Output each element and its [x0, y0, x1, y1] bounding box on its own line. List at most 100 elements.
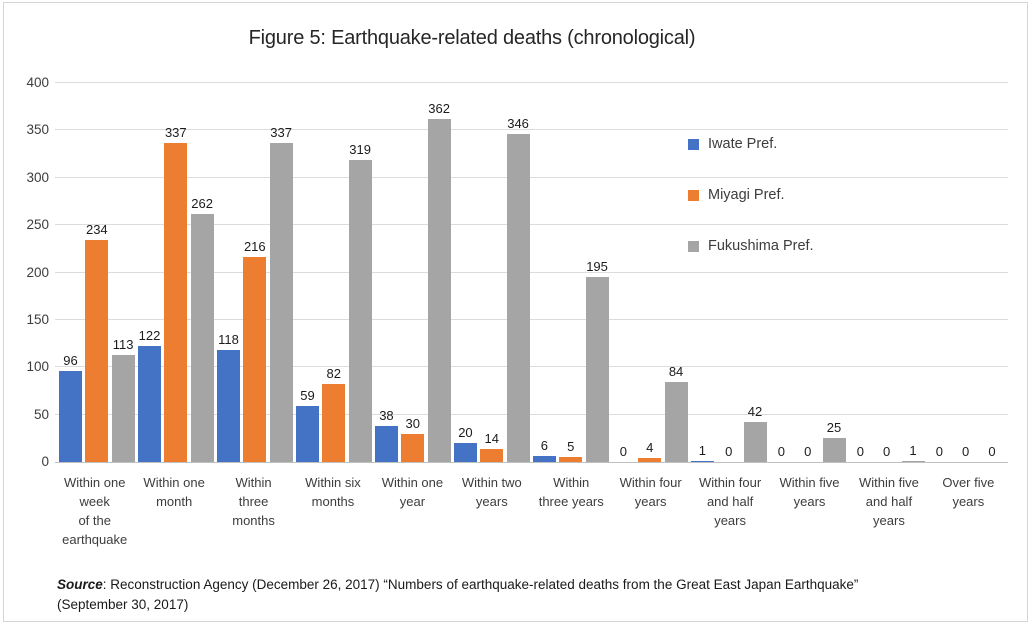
data-label: 1 [909, 443, 917, 459]
data-label: 42 [747, 404, 763, 420]
bar-group-1-fukushima: 113 [111, 83, 135, 462]
legend: Iwate Pref. Miyagi Pref. Fukushima Pref. [688, 136, 814, 254]
data-label: 20 [458, 425, 473, 441]
data-label: 14 [484, 430, 499, 446]
data-label: 362 [428, 101, 450, 116]
bar-group-1-miyagi: 234 [85, 83, 109, 462]
bar-group-3-fukushima: 337 [269, 83, 293, 462]
data-label: 319 [349, 141, 371, 157]
bar-group-3-iwate: 118 [216, 83, 240, 462]
y-tick-label-0: 0 [41, 454, 49, 469]
bar [822, 438, 846, 462]
legend-marker-icon [688, 189, 699, 201]
x-axis-label-12: Over five years [942, 475, 995, 509]
x-axis-label-8: Within four years [619, 475, 682, 509]
bar-group-4-fukushima: 319 [348, 83, 372, 462]
bar-group-8-fukushima: 84 [664, 83, 688, 462]
bar [243, 257, 267, 462]
x-axis-label-9: Within four and half years [699, 475, 762, 528]
bar [664, 382, 688, 462]
legend-marker-icon [688, 240, 699, 252]
gridline-300 [55, 176, 1008, 178]
bar-group-2-iwate: 122 [137, 83, 161, 462]
data-label: 0 [725, 444, 733, 459]
y-tick-label-300: 300 [26, 169, 49, 185]
data-label: 0 [619, 444, 627, 459]
gridline-350 [55, 129, 1008, 131]
bar [453, 443, 477, 462]
bar [295, 406, 319, 462]
bar [137, 346, 161, 462]
gridline-400 [55, 82, 1008, 83]
source-label: Source [57, 577, 103, 592]
data-label: 38 [379, 408, 394, 423]
x-axis-label-4: Within six months [305, 475, 361, 509]
data-label: 0 [962, 444, 970, 459]
bar [111, 354, 135, 462]
data-label: 0 [856, 444, 864, 459]
data-label: 0 [988, 444, 996, 459]
gridline-150 [55, 318, 1008, 320]
gridline-200 [55, 271, 1008, 273]
bar-group-12-iwate: 0 [928, 83, 951, 462]
y-tick-label-200: 200 [26, 264, 49, 280]
bar-group-6-iwate: 20 [453, 83, 477, 462]
bar [85, 240, 109, 462]
data-label: 82 [326, 366, 342, 382]
bar [532, 456, 556, 462]
bar-group-3-miyagi: 216 [243, 83, 267, 462]
bar-group-7-fukushima: 195 [585, 83, 609, 462]
bar [401, 433, 425, 462]
data-label: 262 [191, 195, 213, 211]
source-line-2: (September 30, 2017) [57, 597, 189, 612]
data-label: 195 [586, 259, 608, 275]
plot-area: 0 50 100 150 200 250 300 350 400 96 234 113 122 337 26… [26, 75, 1008, 547]
y-tick-label-400: 400 [26, 75, 49, 90]
bar-group-2-fukushima: 262 [190, 83, 214, 462]
bar [901, 461, 925, 462]
bar-group-6-miyagi: 14 [480, 83, 504, 462]
x-axis-label-3: Within three months [232, 475, 275, 528]
bar [164, 142, 188, 462]
data-label: 346 [507, 116, 529, 132]
bar [638, 458, 662, 462]
bar-group-12-fukushima: 0 [980, 83, 1003, 462]
bar [59, 371, 82, 462]
x-axis-label-1: Within one week of the earthquake [62, 475, 128, 547]
data-label: 96 [63, 353, 78, 368]
bar [506, 134, 530, 462]
gridline-250 [55, 224, 1008, 226]
y-tick-label-50: 50 [33, 406, 49, 422]
data-label: 0 [883, 444, 891, 459]
legend-entry-miyagi: Miyagi Pref. [688, 187, 814, 203]
data-label: 118 [218, 332, 239, 348]
bar-group-2-miyagi: 337 [164, 83, 188, 462]
data-label: 5 [567, 439, 575, 455]
data-label: 0 [804, 444, 812, 459]
bar [374, 426, 398, 462]
data-label: 234 [85, 222, 108, 238]
data-label: 84 [668, 364, 684, 380]
data-label: 113 [112, 336, 134, 352]
legend-label: Iwate Pref. [708, 136, 778, 152]
legend-label: Fukushima Pref. [708, 238, 814, 254]
data-label: 30 [405, 415, 420, 431]
bar [480, 448, 504, 462]
data-label: 4 [646, 440, 654, 456]
bar-group-9-fukushima: 42 [743, 83, 767, 462]
data-label: 216 [243, 239, 266, 255]
bar-group-8-iwate: 0 [612, 83, 635, 462]
x-axis-label-2: Within one month [143, 475, 205, 509]
chart-title: Figure 5: Earthquake-related deaths (chr… [248, 27, 696, 49]
bar-group-12-miyagi: 0 [954, 83, 977, 462]
data-label: 0 [777, 444, 785, 459]
y-tick-label-150: 150 [26, 311, 49, 327]
bar-group-9-miyagi: 0 [717, 83, 740, 462]
bar [269, 142, 293, 462]
x-axis-label-7: Within three years [538, 475, 604, 509]
legend-marker-icon [688, 138, 699, 150]
bar-group-5-miyagi: 30 [401, 83, 425, 462]
gridline-100 [55, 366, 1008, 368]
bar-group-6-fukushima: 346 [506, 83, 530, 462]
